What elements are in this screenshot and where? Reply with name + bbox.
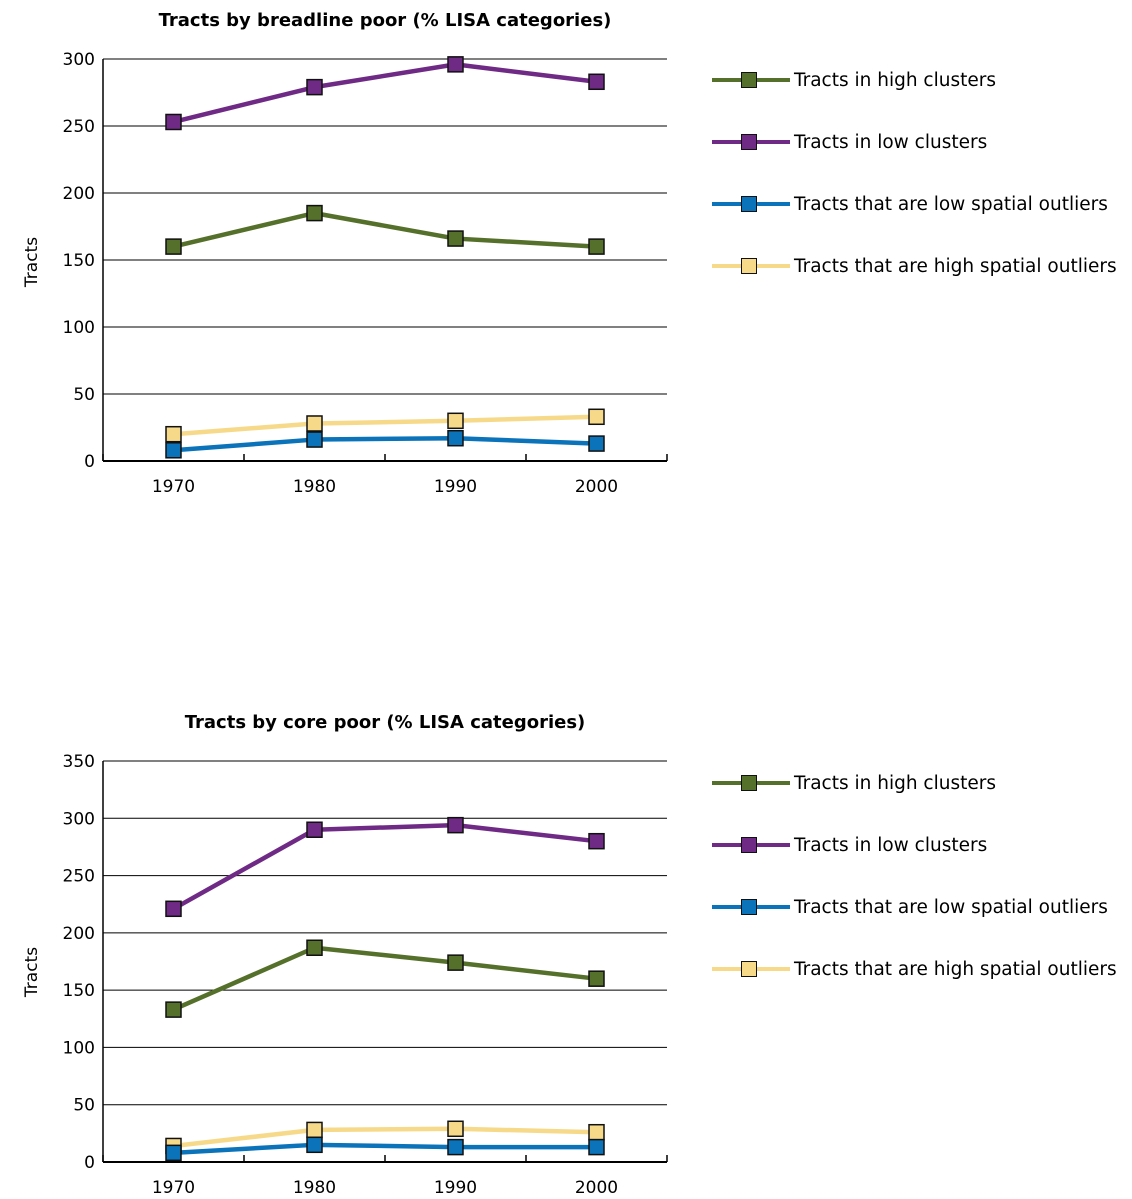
x-tick-label: 1980 xyxy=(293,1178,336,1198)
x-tick-label: 1990 xyxy=(434,477,477,497)
legend-item-high-clusters: Tracts in high clusters xyxy=(712,752,1117,814)
series-line xyxy=(172,822,597,911)
legend-swatch xyxy=(712,899,790,915)
series-line xyxy=(173,1142,597,1156)
legend-item-low-spatial-outliers: Tracts that are low spatial outliers xyxy=(712,876,1117,938)
legend-label: Tracts that are high spatial outliers xyxy=(794,958,1117,980)
legend-label: Tracts that are low spatial outliers xyxy=(794,896,1108,918)
x-tick-label: 1970 xyxy=(152,477,195,497)
legend-item-high-spatial-outliers: Tracts that are high spatial outliers xyxy=(712,235,1117,297)
series-line xyxy=(173,1126,597,1149)
data-point xyxy=(447,429,464,447)
data-point xyxy=(447,1120,464,1138)
data-point xyxy=(588,1138,605,1156)
data-point xyxy=(588,73,605,91)
legend: Tracts in high clusters Tracts in low cl… xyxy=(712,752,1117,1000)
y-tick-label: 0 xyxy=(84,1153,95,1173)
data-point xyxy=(306,1121,323,1139)
data-point xyxy=(306,939,323,957)
data-point xyxy=(588,832,605,850)
y-tick-label: 200 xyxy=(63,184,95,204)
y-tick-label: 50 xyxy=(73,385,95,405)
legend-item-low-clusters: Tracts in low clusters xyxy=(712,814,1117,876)
y-tick-label: 300 xyxy=(63,50,95,70)
legend-item-high-spatial-outliers: Tracts that are high spatial outliers xyxy=(712,938,1117,1000)
chart-plot: 0 50 100 150 200 250 300 1970 1980 1990 2000 xyxy=(63,50,668,497)
legend-swatch xyxy=(712,961,790,977)
legend-label: Tracts in low clusters xyxy=(794,834,988,856)
data-point xyxy=(306,431,323,448)
legend-swatch xyxy=(712,258,790,274)
series-line xyxy=(173,435,597,453)
legend-label: Tracts in low clusters xyxy=(794,131,988,153)
data-point xyxy=(588,435,605,452)
data-point xyxy=(588,970,605,987)
data-point xyxy=(306,415,323,432)
data-point xyxy=(165,1001,182,1018)
data-point xyxy=(165,1144,182,1162)
x-tick-label: 1980 xyxy=(293,477,336,497)
y-tick-label: 200 xyxy=(63,924,95,944)
data-point xyxy=(165,900,182,918)
legend-swatch xyxy=(712,775,790,791)
legend-swatch xyxy=(712,72,790,88)
y-tick-label: 0 xyxy=(84,452,95,472)
legend-swatch xyxy=(712,837,790,853)
data-point xyxy=(447,954,464,971)
data-point xyxy=(306,1136,323,1154)
legend-item-high-clusters: Tracts in high clusters xyxy=(712,49,1117,111)
data-point xyxy=(588,408,605,426)
x-tick-label: 1990 xyxy=(434,1178,477,1198)
legend-item-low-spatial-outliers: Tracts that are low spatial outliers xyxy=(712,173,1117,235)
data-point xyxy=(165,442,182,459)
legend-label: Tracts in high clusters xyxy=(794,69,996,91)
chart-plot: 0 50 100 150 200 250 300 350 1970 1980 1990 2000 xyxy=(63,752,668,1198)
x-tick-label: 2000 xyxy=(575,1178,618,1198)
data-point xyxy=(306,78,323,96)
series-line xyxy=(172,210,597,249)
y-tick-label: 150 xyxy=(63,981,95,1001)
data-point xyxy=(447,230,464,247)
series-line xyxy=(173,414,597,437)
data-point xyxy=(165,425,182,443)
data-point xyxy=(447,412,464,430)
chart-core-poor: Tracts by core poor (% LISA categories) … xyxy=(0,700,1132,1199)
y-tick-label: 300 xyxy=(63,809,95,829)
series-line xyxy=(172,62,597,125)
legend-label: Tracts in high clusters xyxy=(794,772,996,794)
data-point xyxy=(588,1123,605,1141)
series-line xyxy=(172,945,597,1012)
y-tick-label: 100 xyxy=(63,318,95,338)
x-tick-label: 2000 xyxy=(575,477,618,497)
data-point xyxy=(306,821,323,838)
data-point xyxy=(165,238,182,255)
data-point xyxy=(447,1138,464,1156)
legend: Tracts in high clusters Tracts in low cl… xyxy=(712,49,1117,297)
y-tick-label: 100 xyxy=(63,1038,95,1058)
legend-swatch xyxy=(712,196,790,212)
legend-label: Tracts that are high spatial outliers xyxy=(794,255,1117,277)
y-tick-label: 150 xyxy=(63,251,95,271)
data-point xyxy=(165,113,182,131)
data-point xyxy=(588,238,605,255)
data-point xyxy=(447,56,464,73)
data-point xyxy=(447,816,464,834)
chart-title: Tracts by core poor (% LISA categories) xyxy=(184,712,586,733)
y-tick-label: 250 xyxy=(63,117,95,137)
legend-swatch xyxy=(712,134,790,150)
chart-breadline-poor: Tracts by breadline poor (% LISA categor… xyxy=(0,0,1132,560)
chart-title: Tracts by breadline poor (% LISA categor… xyxy=(158,10,612,31)
y-tick-label: 250 xyxy=(63,867,95,887)
x-tick-label: 1970 xyxy=(152,1178,195,1198)
data-point xyxy=(306,204,323,222)
legend-label: Tracts that are low spatial outliers xyxy=(794,193,1108,215)
y-tick-label: 50 xyxy=(73,1096,95,1116)
y-tick-label: 350 xyxy=(63,752,95,772)
legend-item-low-clusters: Tracts in low clusters xyxy=(712,111,1117,173)
